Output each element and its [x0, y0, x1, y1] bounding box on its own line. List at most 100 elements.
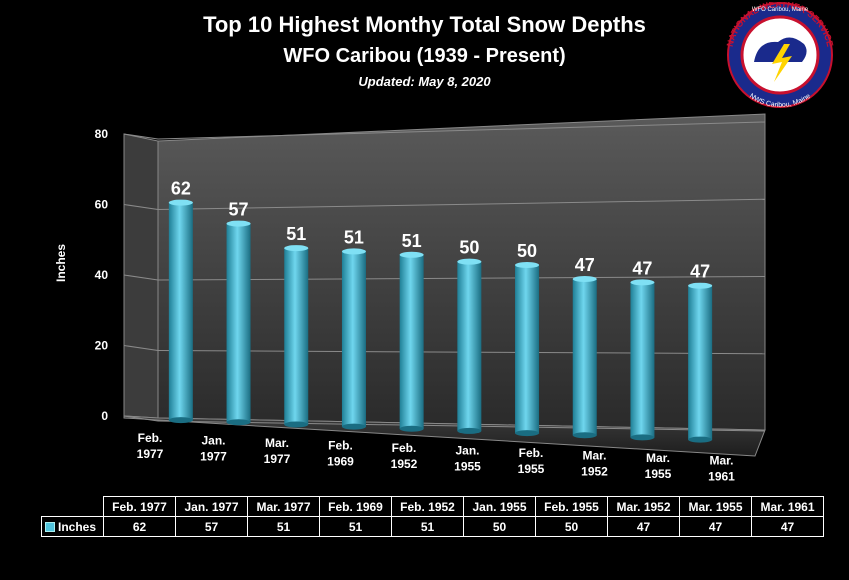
bar-body [399, 254, 424, 429]
bar-body [572, 278, 597, 436]
data-table-corner [42, 497, 104, 517]
chart-subtitle: WFO Caribou (1939 - Present) [283, 45, 566, 67]
y-tick-label: 20 [95, 339, 109, 353]
data-label: 51 [286, 224, 306, 244]
bar-base [399, 425, 424, 432]
x-tick-label: Jan. 1955 [454, 444, 481, 474]
bar-top [457, 258, 482, 265]
bar-body [284, 248, 309, 425]
data-label: 51 [402, 231, 422, 251]
gridline [157, 121, 766, 140]
data-label: 47 [632, 258, 652, 278]
data-table-value-cell: 62 [103, 516, 176, 537]
data-table-header-row: Feb. 1977 Jan. 1977 Mar. 1977 Feb. 1969 Feb.… [42, 496, 824, 517]
data-table-header-cell: Mar. 1977 [247, 496, 320, 517]
data-table-value-cell: 51 [319, 516, 392, 537]
gridline-side [123, 204, 159, 210]
bar [168, 199, 193, 424]
series-name: Inches [58, 519, 97, 534]
data-labels: 62 57 51 51 51 50 50 47 47 47 [171, 179, 710, 282]
x-tick-label: Mar. 1955 [645, 451, 672, 481]
updated-date: Updated: May 8, 2020 [358, 74, 491, 89]
data-table-header-cell: Mar. 1955 [679, 496, 752, 517]
x-axis-categories: Feb. 1977 Jan. 1977 Mar. 1977 Feb. 1969 Feb. 1952… [137, 431, 736, 484]
data-label: 47 [575, 255, 595, 275]
bar [457, 258, 482, 434]
bar-base [341, 423, 366, 430]
bar-top [341, 248, 366, 255]
x-tick-label: Mar. 1977 [264, 436, 291, 466]
bars [168, 199, 713, 443]
x-tick-label: Feb. 1977 [137, 431, 164, 461]
bar-body [515, 265, 540, 434]
data-table-series-label: Inches [41, 516, 104, 537]
y-tick-label: 0 [101, 409, 108, 423]
x-tick-label: Feb. 1955 [518, 446, 545, 476]
bar-base [226, 419, 251, 426]
data-label: 50 [459, 238, 479, 258]
bar-base [572, 432, 597, 439]
data-table-value-cell: 50 [463, 516, 536, 537]
x-tick-label: Feb. 1952 [391, 441, 418, 471]
data-label: 51 [344, 227, 364, 247]
bar-chart: 0 20 40 60 80 62 57 51 51 51 50 50 47 47 47 Feb. 1977 J… [95, 113, 766, 484]
plot-walls [123, 113, 766, 457]
bar [688, 282, 713, 443]
bar-top [572, 275, 597, 282]
bar-body [630, 282, 655, 438]
data-label: 50 [517, 241, 537, 261]
data-label: 47 [690, 262, 710, 282]
y-axis-ticks: 0 20 40 60 80 [95, 127, 109, 423]
data-table-value-cell: 47 [751, 516, 824, 537]
chart-title: Top 10 Highest Monthy Total Snow Depths [203, 12, 646, 37]
legend-swatch [45, 522, 55, 533]
bar-top [168, 199, 193, 206]
bar-body [226, 223, 251, 423]
x-tick-label: Mar. 1952 [581, 449, 608, 479]
x-tick-label: Feb. 1969 [327, 439, 354, 469]
bar-base [284, 421, 309, 428]
data-table-header-cell: Feb. 1977 [103, 496, 176, 517]
data-table-value-cell: 57 [175, 516, 248, 537]
bar-body [457, 261, 482, 431]
data-table-header-cell: Feb. 1955 [535, 496, 608, 517]
bar-base [168, 417, 193, 424]
data-table: Feb. 1977 Jan. 1977 Mar. 1977 Feb. 1969 Feb.… [41, 496, 824, 537]
bar [515, 262, 540, 437]
bar-base [515, 430, 540, 437]
data-table-value-cell: 50 [535, 516, 608, 537]
bar [630, 279, 655, 441]
bar-body [168, 202, 193, 421]
data-table-header-cell: Mar. 1952 [607, 496, 680, 517]
data-table-header-cell: Feb. 1969 [319, 496, 392, 517]
bar-base [688, 436, 713, 443]
data-table-value-cell: 47 [679, 516, 752, 537]
bar-top [226, 220, 251, 227]
bar [399, 251, 424, 432]
y-tick-label: 60 [95, 198, 109, 212]
bar [341, 248, 366, 430]
data-label: 57 [229, 200, 249, 220]
gridline-side [123, 274, 159, 281]
gridline-side [123, 415, 159, 422]
data-table-value-cell: 51 [391, 516, 464, 537]
gridline-side [123, 345, 159, 351]
bar-base [630, 434, 655, 441]
floor [123, 415, 766, 457]
data-table-header-cell: Jan. 1955 [463, 496, 536, 517]
bar-body [688, 285, 713, 440]
bar-top [688, 282, 713, 289]
x-tick-label: Mar. 1961 [708, 454, 735, 484]
bar-top [515, 262, 540, 269]
x-tick-label: Jan. 1977 [200, 434, 227, 464]
bar-top [284, 245, 309, 252]
y-tick-label: 80 [95, 127, 109, 141]
bar-top [630, 279, 655, 286]
data-table-header-cell: Feb. 1952 [391, 496, 464, 517]
y-axis-label: Inches [54, 243, 68, 282]
data-label: 62 [171, 179, 191, 199]
bar [226, 220, 251, 426]
y-tick-label: 40 [95, 268, 109, 282]
data-table-values-row: Inches 62 57 51 51 51 50 50 47 47 47 [41, 516, 824, 537]
nws-logo: NATIONAL WEATHER SERVICE NWS Caribou, Ma… [725, 2, 835, 108]
